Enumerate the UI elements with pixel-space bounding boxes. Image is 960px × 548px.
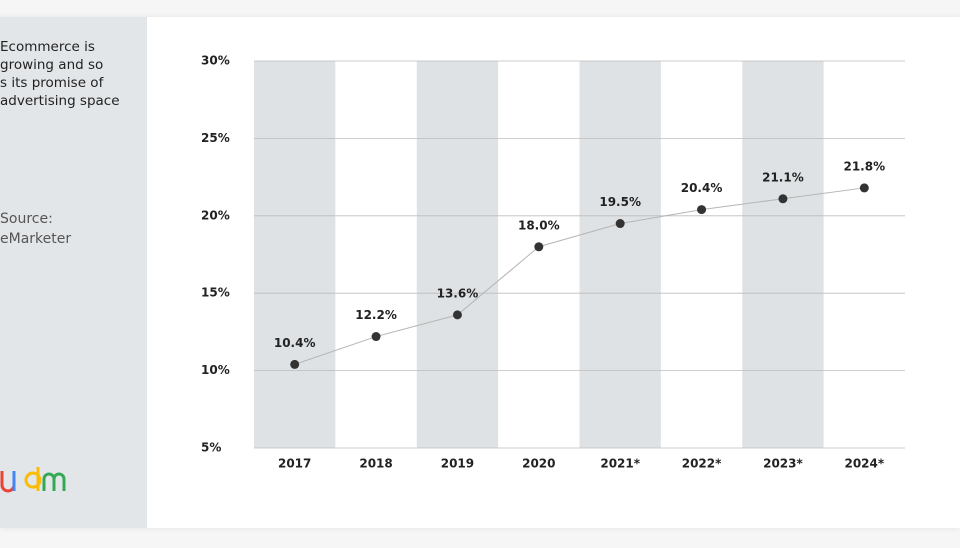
- data-label: 19.5%: [599, 195, 641, 209]
- band: [254, 61, 336, 448]
- y-tick-label: 25%: [201, 131, 230, 145]
- data-label: 21.1%: [762, 170, 804, 184]
- x-tick-label: 2020: [522, 457, 555, 471]
- logo-m: [42, 472, 66, 491]
- x-tick-label: 2018: [359, 457, 392, 471]
- source-line: eMarketer: [0, 231, 72, 247]
- sidebar-text: Ecommerce is growing and so s its promis…: [0, 38, 120, 110]
- point: [371, 332, 381, 342]
- text-line: Ecommerce is: [0, 39, 95, 55]
- x-tick-label: 2022*: [682, 457, 722, 471]
- y-tick-label: 5%: [201, 441, 221, 455]
- y-tick-label: 30%: [201, 54, 230, 68]
- point: [452, 310, 462, 320]
- point: [859, 183, 869, 193]
- text-line: advertising space: [0, 93, 120, 109]
- logo-d: [24, 467, 42, 491]
- line: [294, 187, 865, 365]
- data-label: 21.8%: [843, 159, 885, 173]
- x-tick-label: 2023*: [763, 457, 803, 471]
- point: [534, 242, 544, 252]
- point: [290, 359, 300, 369]
- point: [697, 205, 707, 215]
- data-label: 10.4%: [274, 336, 316, 350]
- data-label: 18.0%: [518, 218, 560, 232]
- point: [615, 219, 625, 229]
- x-tick-label: 2019: [441, 457, 474, 471]
- x-tick-label: 2021*: [600, 457, 640, 471]
- y-tick-label: 10%: [201, 363, 230, 377]
- x-tick-label: 2017: [278, 457, 311, 471]
- band: [416, 61, 499, 448]
- source-line: Source:: [0, 211, 53, 227]
- text-line: growing and so: [0, 57, 104, 73]
- text-line: s its promise of: [0, 75, 104, 91]
- sidebar: Ecommerce is growing and so s its promis…: [0, 17, 147, 528]
- data-label: 12.2%: [355, 308, 397, 322]
- logo: [0, 467, 66, 493]
- point: [778, 194, 788, 204]
- data-label: 13.6%: [437, 286, 479, 300]
- data-label: 20.4%: [681, 181, 723, 195]
- band: [579, 61, 661, 448]
- source: Source: eMarketer: [0, 209, 71, 249]
- band: [742, 61, 824, 448]
- x-tick-label: 2024*: [844, 457, 884, 471]
- y-tick-label: 15%: [201, 286, 230, 300]
- y-tick-label: 20%: [201, 208, 230, 222]
